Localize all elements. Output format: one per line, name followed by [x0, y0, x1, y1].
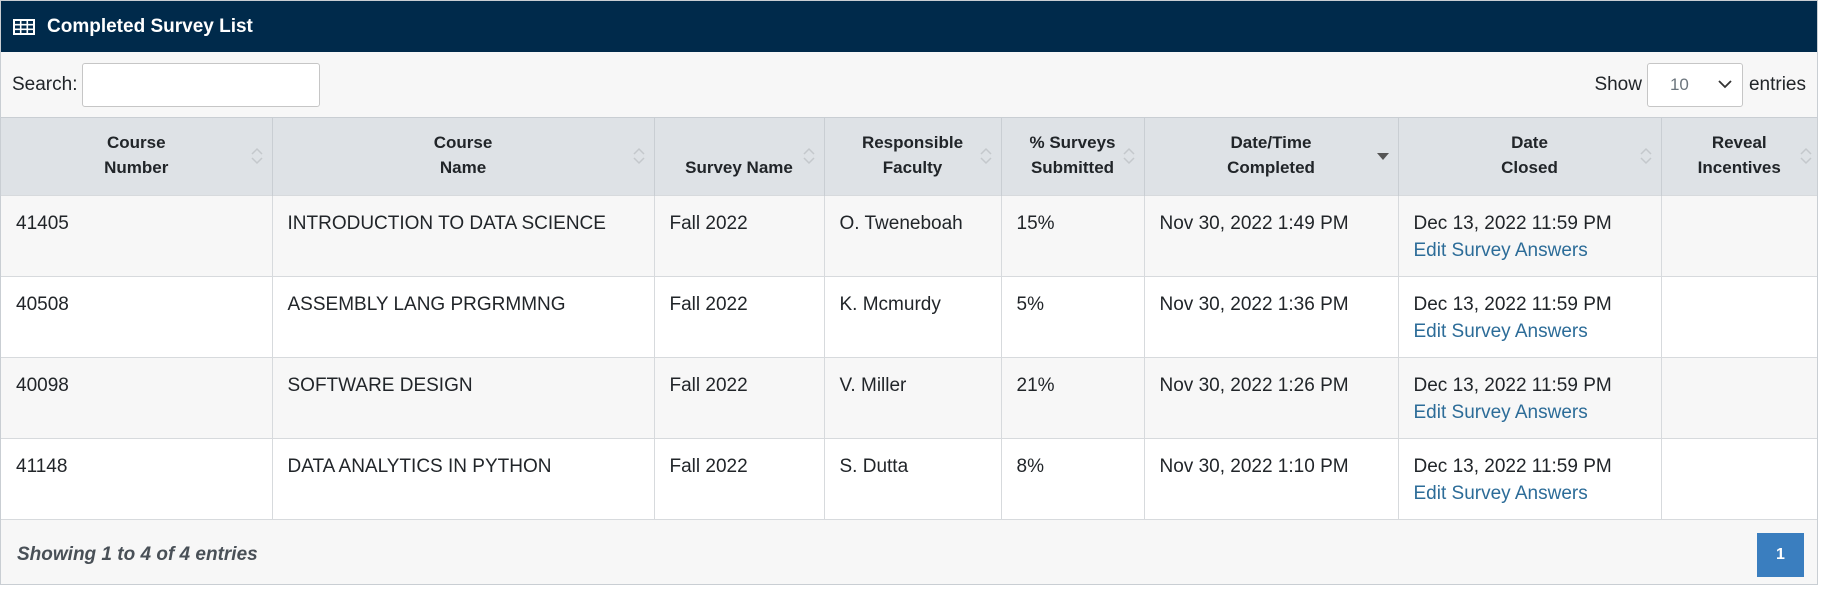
- sort-icon: [979, 147, 992, 165]
- col-header-surveys-submitted[interactable]: % Surveys Submitted: [1001, 117, 1145, 196]
- survey-name-cell: Fall 2022: [654, 438, 825, 520]
- header-row: Course Number Course Name Survey Name Resp…: [1, 117, 1817, 196]
- percent-submitted-cell: 5%: [1001, 276, 1145, 358]
- faculty-cell: S. Dutta: [824, 438, 1002, 520]
- sort-icon: [1122, 147, 1135, 165]
- table-footer: Showing 1 to 4 of 4 entries 1: [1, 520, 1817, 590]
- entries-label: entries: [1748, 73, 1806, 95]
- completed-cell: Nov 30, 2022 1:10 PM: [1144, 438, 1399, 520]
- completed-cell: Nov 30, 2022 1:36 PM: [1144, 276, 1399, 358]
- search-label: Search:: [12, 73, 78, 95]
- entries-info: Showing 1 to 4 of 4 entries: [17, 544, 258, 565]
- course-name-cell: ASSEMBLY LANG PRGRMMNG: [272, 276, 655, 358]
- course-name-cell: INTRODUCTION TO DATA SCIENCE: [272, 195, 655, 277]
- col-header-date-closed[interactable]: Date Closed: [1398, 117, 1662, 196]
- sort-descending-icon: [1376, 153, 1389, 160]
- closed-cell: Dec 13, 2022 11:59 PM Edit Survey Answer…: [1398, 276, 1662, 358]
- reveal-incentives-cell: [1661, 276, 1817, 358]
- sort-icon: [250, 147, 263, 165]
- table-controls: Search: Show 10 entries: [1, 52, 1817, 117]
- search-input[interactable]: [82, 62, 321, 107]
- closed-date: Dec 13, 2022 11:59 PM: [1413, 375, 1612, 396]
- panel-title: Completed Survey List: [47, 15, 253, 37]
- show-label: Show: [1594, 73, 1642, 95]
- closed-cell: Dec 13, 2022 11:59 PM Edit Survey Answer…: [1398, 438, 1662, 520]
- col-header-responsible-faculty[interactable]: Responsible Faculty: [824, 117, 1002, 196]
- col-header-survey-name[interactable]: Survey Name: [654, 117, 825, 196]
- course-name-cell: DATA ANALYTICS IN PYTHON: [272, 438, 655, 520]
- table-row: 40508 ASSEMBLY LANG PRGRMMNG Fall 2022 K…: [1, 276, 1817, 358]
- closed-cell: Dec 13, 2022 11:59 PM Edit Survey Answer…: [1398, 357, 1662, 439]
- sort-icon: [802, 147, 815, 165]
- faculty-cell: O. Tweneboah: [824, 195, 1002, 277]
- col-header-course-name[interactable]: Course Name: [272, 117, 655, 196]
- faculty-cell: V. Miller: [824, 357, 1002, 439]
- reveal-incentives-cell: [1661, 357, 1817, 439]
- sort-icon: [632, 147, 645, 165]
- reveal-incentives-cell: [1661, 195, 1817, 277]
- survey-name-cell: Fall 2022: [654, 195, 825, 277]
- sort-icon: [1639, 147, 1652, 165]
- percent-submitted-cell: 8%: [1001, 438, 1145, 520]
- completed-cell: Nov 30, 2022 1:26 PM: [1144, 357, 1399, 439]
- closed-date: Dec 13, 2022 11:59 PM: [1413, 294, 1612, 315]
- closed-date: Dec 13, 2022 11:59 PM: [1413, 456, 1612, 477]
- col-header-reveal-incentives[interactable]: Reveal Incentives: [1661, 117, 1817, 196]
- course-name-cell: SOFTWARE DESIGN: [272, 357, 655, 439]
- course-number-cell: 41148: [1, 438, 273, 520]
- reveal-incentives-cell: [1661, 438, 1817, 520]
- edit-survey-answers-link[interactable]: Edit Survey Answers: [1413, 483, 1588, 504]
- sort-icon: [1800, 147, 1812, 165]
- faculty-cell: K. Mcmurdy: [824, 276, 1002, 358]
- percent-submitted-cell: 21%: [1001, 357, 1145, 439]
- entries-select[interactable]: 10: [1646, 62, 1743, 107]
- entries-select-value: 10: [1669, 74, 1689, 94]
- edit-survey-answers-link[interactable]: Edit Survey Answers: [1413, 402, 1588, 423]
- survey-name-cell: Fall 2022: [654, 276, 825, 358]
- chevron-down-icon: [1718, 79, 1732, 88]
- closed-cell: Dec 13, 2022 11:59 PM Edit Survey Answer…: [1398, 195, 1662, 277]
- completed-cell: Nov 30, 2022 1:49 PM: [1144, 195, 1399, 277]
- survey-table: Course Number Course Name Survey Name Resp…: [1, 117, 1817, 520]
- survey-name-cell: Fall 2022: [654, 357, 825, 439]
- edit-survey-answers-link[interactable]: Edit Survey Answers: [1413, 240, 1588, 261]
- search-group: Search:: [12, 62, 321, 107]
- entries-length-group: Show 10 entries: [1594, 62, 1806, 107]
- table-row: 41405 INTRODUCTION TO DATA SCIENCE Fall …: [1, 195, 1817, 277]
- edit-survey-answers-link[interactable]: Edit Survey Answers: [1413, 321, 1588, 342]
- table-icon: [13, 18, 35, 35]
- table-row: 41148 DATA ANALYTICS IN PYTHON Fall 2022…: [1, 438, 1817, 520]
- closed-date: Dec 13, 2022 11:59 PM: [1413, 213, 1612, 234]
- pagination-page-button[interactable]: 1: [1757, 533, 1804, 577]
- course-number-cell: 40508: [1, 276, 273, 358]
- percent-submitted-cell: 15%: [1001, 195, 1145, 277]
- course-number-cell: 40098: [1, 357, 273, 439]
- course-number-cell: 41405: [1, 195, 273, 277]
- table-row: 40098 SOFTWARE DESIGN Fall 2022 V. Mille…: [1, 357, 1817, 439]
- panel-header: Completed Survey List: [1, 1, 1817, 52]
- col-header-date-time-completed[interactable]: Date/Time Completed: [1144, 117, 1399, 196]
- col-header-course-number[interactable]: Course Number: [1, 117, 273, 196]
